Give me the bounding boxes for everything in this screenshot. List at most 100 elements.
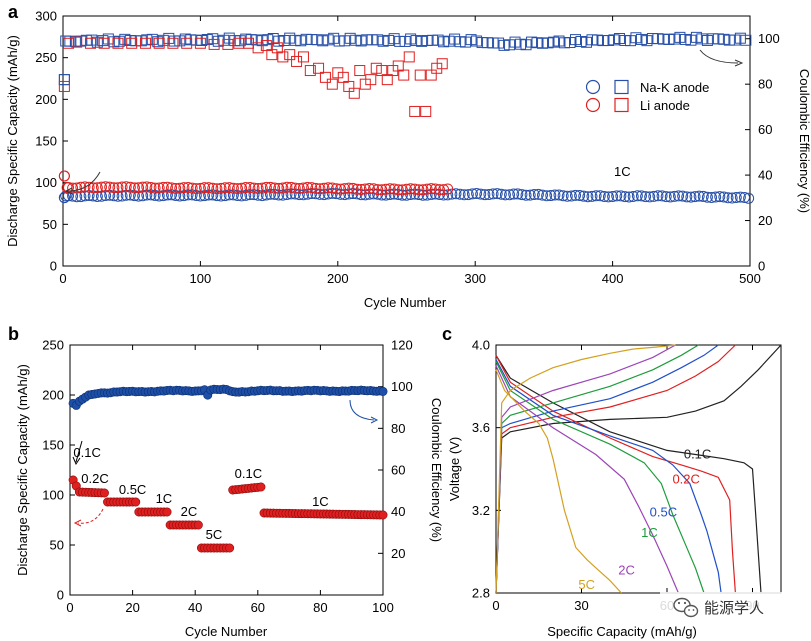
panel-a-ytick-label: 150 [35, 134, 57, 149]
panel-b-xtick-label: 100 [372, 600, 394, 615]
panel-a-point-li-efficiency [354, 65, 366, 77]
panel-a-point-li-capacity [240, 182, 252, 194]
panel-c-rate-label: 0.1C [684, 447, 711, 462]
panel-a-xtick-label: 500 [739, 271, 761, 286]
panel-a-point-na-capacity [685, 191, 697, 203]
panel-b-ylabel: Discharge Specific Capacity (mAh/g) [15, 364, 30, 576]
panel-a-point-li-capacity [112, 182, 124, 194]
panel-a-xtick-label: 400 [602, 271, 624, 286]
panel-a-y2tick-label: 0 [758, 259, 765, 274]
panel-a-point-li-efficiency [181, 37, 193, 49]
panel-a-point-li-capacity [215, 182, 227, 194]
panel-a-point-na-capacity [462, 189, 474, 201]
panel-a-point-na-capacity [396, 189, 408, 201]
panel-a-point-li-efficiency [348, 87, 360, 99]
panel-a-point-na-capacity [549, 189, 561, 201]
legend-na-square [614, 79, 629, 95]
panel-a-point-na-capacity [681, 191, 693, 203]
panel-c-rate-label: 0.2C [672, 471, 699, 486]
panel-a-left-axis-arrow [69, 171, 101, 192]
panel-a-point-li-capacity [413, 184, 425, 196]
panel-a-point-li-efficiency [313, 62, 325, 74]
panel-a-point-li-efficiency [420, 105, 432, 117]
panel-a-point-na-capacity [454, 188, 466, 200]
panel-c-charge-curve-0.1C [495, 344, 782, 594]
panel-a-point-li-efficiency [112, 37, 124, 49]
panel-a-point-li-capacity [91, 182, 103, 194]
panel-a-point-li-capacity [359, 183, 371, 195]
legend-na-label: Na-K anode [640, 80, 709, 95]
panel-a-point-na-capacity [293, 189, 305, 201]
panel-a-point-li-efficiency [167, 37, 179, 49]
panel-a-point-li-efficiency [436, 58, 448, 70]
panel-a-point-li-capacity [256, 182, 268, 194]
panel-a-point-na-capacity [664, 191, 676, 203]
panel-b-rate-label: 0.5C [119, 482, 146, 497]
panel-c-frame [495, 344, 782, 594]
panel-a-point-na-capacity [726, 192, 738, 204]
panel-a-point-li-capacity [310, 182, 322, 194]
panel-a-point-li-efficiency [194, 37, 206, 49]
panel-a-point-li-capacity [87, 182, 99, 194]
panel-a-point-na-efficiency [58, 74, 70, 86]
panel-c-chart: 03060902.83.23.64.0 Specific Capacity (m… [447, 338, 782, 639]
panel-a-point-li-efficiency [297, 51, 309, 63]
panel-a-point-li-capacity [211, 183, 223, 195]
panel-a-point-na-capacity [285, 188, 297, 200]
panel-a-point-na-capacity [623, 191, 635, 203]
panel-a-point-na-capacity [499, 189, 511, 201]
panel-a-point-na-efficiency [58, 74, 70, 86]
panel-a-point-na-capacity [355, 189, 367, 201]
panel-a-point-li-capacity [409, 183, 421, 195]
panel-a-point-li-capacity [120, 181, 132, 193]
panel-a-point-li-efficiency [126, 37, 138, 49]
panel-b-left-axis-arrow [77, 508, 104, 524]
panel-c-discharge-curve-1C [495, 361, 705, 594]
panel-b-rate-label: 2C [181, 504, 198, 519]
panel-a-point-li-capacity [384, 183, 396, 195]
panel-a-point-li-efficiency [403, 51, 415, 63]
panel-c-letter: c [442, 324, 452, 344]
panel-a-point-li-efficiency [319, 71, 331, 83]
panel-a-point-na-capacity [627, 190, 639, 202]
panel-b-rate-label: 5C [206, 527, 223, 542]
panel-a-point-na-capacity [677, 190, 689, 202]
legend-li-label: Li anode [640, 98, 690, 113]
panel-a-point-na-capacity [289, 188, 301, 200]
panel-a-legend: Na-K anode Li anode [585, 79, 709, 113]
panel-a-rate-label: 1C [614, 164, 631, 179]
panel-a-y2tick-label: 100 [758, 31, 780, 46]
panel-a-point-na-capacity [693, 190, 705, 202]
panel-a-chart: 0 100 200 300 400 500050100150200250300020406… [5, 9, 811, 311]
panel-a-frame [62, 15, 751, 267]
panel-a-point-na-capacity [487, 188, 499, 200]
panel-a-point-na-capacity [504, 189, 516, 201]
panel-a-xtick-label: 0 [59, 271, 66, 286]
panel-a-point-li-capacity [396, 184, 408, 196]
panel-a-point-na-capacity [458, 189, 470, 201]
panel-a-point-na-capacity [479, 189, 491, 201]
panel-c-charge-curve-0.2C [495, 344, 736, 594]
panel-a-letter: a [8, 2, 19, 22]
panel-a-point-li-capacity [108, 182, 120, 194]
panel-a-point-na-capacity [491, 188, 503, 200]
panel-a-point-na-capacity [314, 188, 326, 200]
panel-b-y2tick-label: 60 [391, 463, 405, 478]
panel-a-point-li-capacity [244, 181, 256, 193]
panel-a-point-na-capacity [302, 188, 314, 200]
panel-a-point-li-capacity [322, 182, 334, 194]
panel-b-y2tick-label: 120 [391, 338, 413, 353]
panel-a-point-li-capacity [343, 182, 355, 194]
panel-c-ytick-label: 2.8 [472, 586, 490, 601]
panel-a-xtick-label: 300 [464, 271, 486, 286]
panel-b-letter: b [8, 324, 19, 344]
watermark-text: 能源学人 [704, 599, 764, 617]
panel-a-point-na-capacity [734, 191, 746, 203]
panel-b-y2tick-label: 100 [391, 379, 413, 394]
panel-a-point-li-capacity [161, 181, 173, 193]
panel-a-right-axis-arrow [699, 49, 739, 64]
panel-a-point-li-efficiency [139, 37, 151, 49]
panel-a-point-na-capacity [635, 190, 647, 202]
panel-a-point-li-capacity [363, 182, 375, 194]
